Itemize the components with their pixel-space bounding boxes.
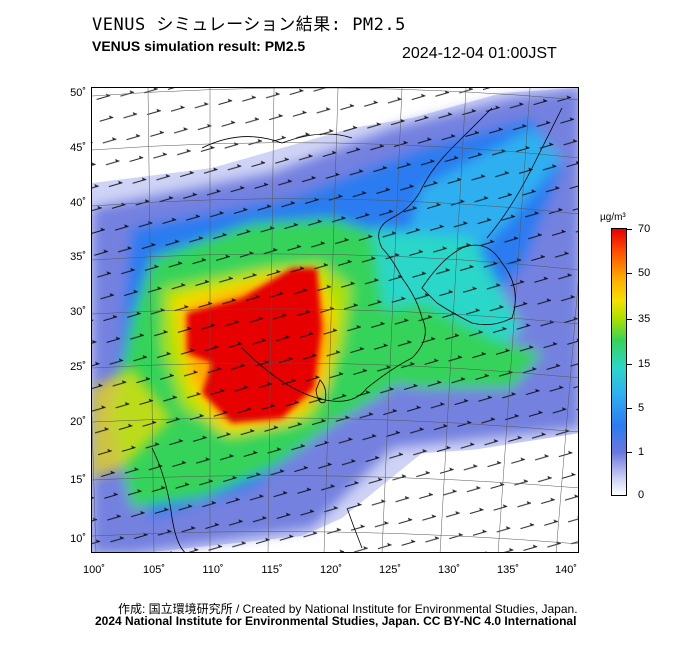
timestamp: 2024-12-04 01:00JST <box>402 45 557 62</box>
lon-tick-140: 140˚ <box>554 564 578 576</box>
map-canvas <box>92 88 578 552</box>
credit-license: 2024 National Institute for Environmenta… <box>95 614 577 628</box>
lon-tick-100: 100˚ <box>82 564 106 576</box>
colorbar-label-15: 15 <box>638 358 651 370</box>
colorbar-label-1: 1 <box>638 446 645 458</box>
lon-tick-130: 130˚ <box>437 564 461 576</box>
colorbar-label-50: 50 <box>638 267 651 279</box>
title-japanese: VENUS シミュレーション結果: PM2.5 <box>92 15 406 35</box>
colorbar-label-70: 70 <box>638 223 651 235</box>
title-english: VENUS simulation result: PM2.5 <box>92 38 306 54</box>
pm25-map <box>91 87 579 553</box>
lon-tick-135: 135˚ <box>496 564 520 576</box>
colorbar <box>611 228 627 496</box>
colorbar-label-0: 0 <box>638 489 645 501</box>
lat-tick-30: 30˚ <box>70 306 86 318</box>
lon-tick-120: 120˚ <box>319 564 343 576</box>
lat-tick-20: 20˚ <box>70 416 86 428</box>
lat-tick-15: 15˚ <box>70 474 86 486</box>
colorbar-label-35: 35 <box>638 313 651 325</box>
credit-creator: 作成: 国立環境研究所 / Created by National Instit… <box>118 602 578 616</box>
lon-tick-110: 110˚ <box>202 564 224 576</box>
graticule <box>92 88 578 552</box>
colorbar-unit: µg/m³ <box>600 212 626 223</box>
colorbar-label-5: 5 <box>638 402 645 414</box>
lat-tick-35: 35˚ <box>70 251 86 263</box>
lon-tick-125: 125˚ <box>378 564 402 576</box>
wind-vectors <box>92 88 578 552</box>
lon-tick-105: 105˚ <box>142 564 166 576</box>
lat-tick-40: 40˚ <box>70 197 86 209</box>
lat-tick-45: 45˚ <box>70 142 86 154</box>
lon-tick-115: 115˚ <box>261 564 283 576</box>
coastlines <box>151 107 563 552</box>
lat-tick-50: 50˚ <box>70 87 86 99</box>
lat-tick-25: 25˚ <box>70 361 86 373</box>
lat-tick-10: 10˚ <box>70 533 86 545</box>
